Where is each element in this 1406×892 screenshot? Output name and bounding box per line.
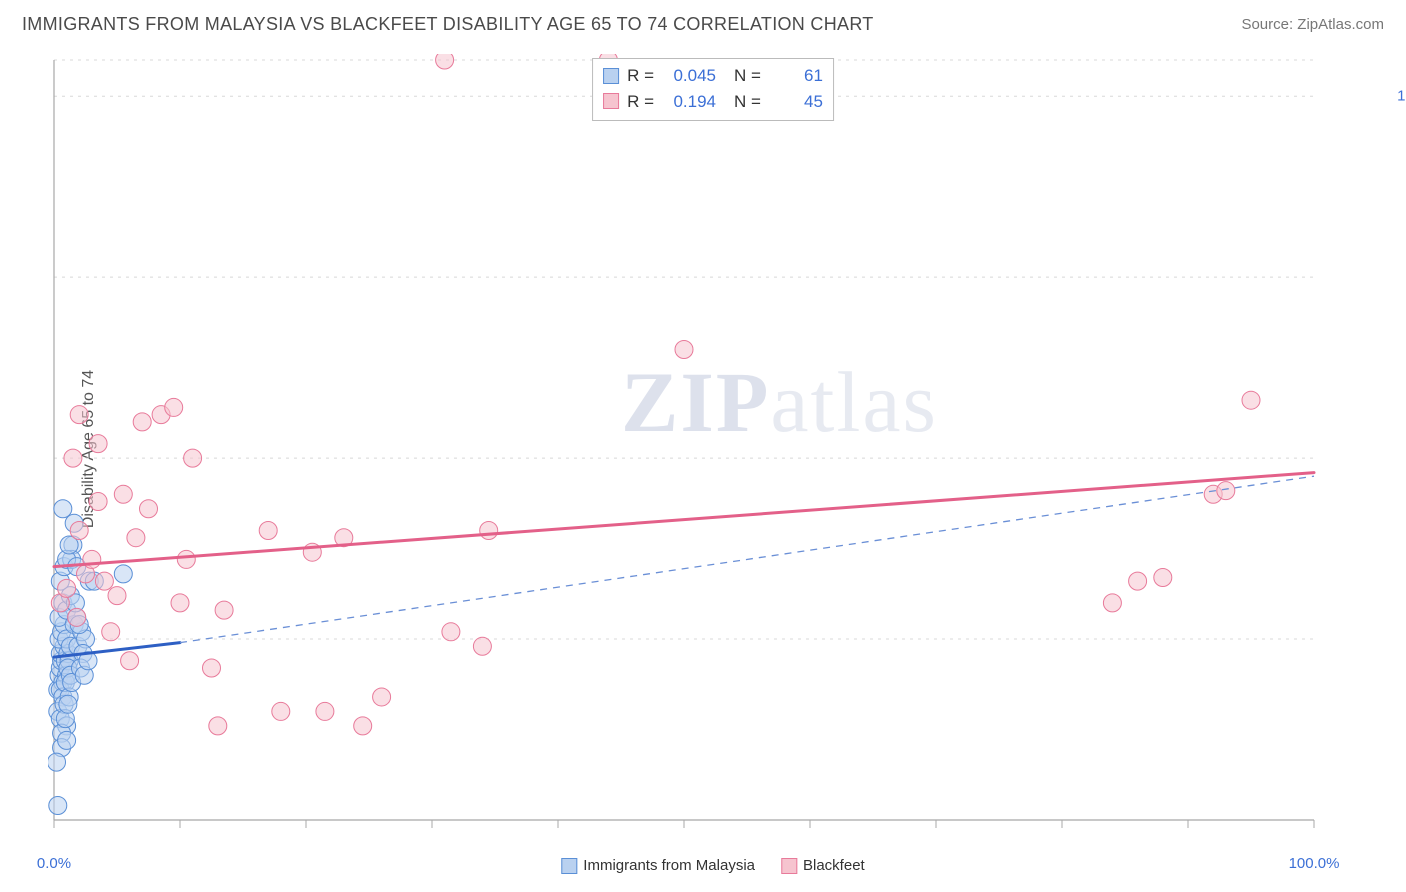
legend-label: Blackfeet [803,857,865,874]
legend-swatch [603,68,619,84]
stat-n-value: 45 [769,89,823,115]
chart-container: Disability Age 65 to 74 ZIPatlas R =0.04… [48,54,1378,844]
legend-swatch [561,858,577,874]
stat-r-value: 0.045 [662,63,716,89]
header: IMMIGRANTS FROM MALAYSIA VS BLACKFEET DI… [0,0,1406,45]
stats-legend: R = 0.045 N = 61 R = 0.194 N = 45 [592,58,834,121]
x-tick-label: 100.0% [1289,855,1340,872]
legend-swatch [603,93,619,109]
chart-title: IMMIGRANTS FROM MALAYSIA VS BLACKFEET DI… [22,14,874,35]
stat-n-value: 61 [769,63,823,89]
stat-r-value: 0.194 [662,89,716,115]
legend-swatch [781,858,797,874]
stats-legend-row: R = 0.045 N = 61 [603,63,823,89]
stat-n-label: N = [734,89,761,115]
stats-legend-row: R = 0.194 N = 45 [603,89,823,115]
legend-item: Blackfeet [781,857,865,874]
legend-label: Immigrants from Malaysia [583,857,755,874]
legend-item: Immigrants from Malaysia [561,857,755,874]
series-legend: Immigrants from Malaysia Blackfeet [561,857,864,874]
scatter-plot [48,54,1378,844]
stat-r-label: R = [627,89,654,115]
y-tick-label: 100.0% [1397,88,1406,105]
source-label: Source: ZipAtlas.com [1241,16,1384,33]
stat-n-label: N = [734,63,761,89]
x-tick-label: 0.0% [37,855,71,872]
stat-r-label: R = [627,63,654,89]
